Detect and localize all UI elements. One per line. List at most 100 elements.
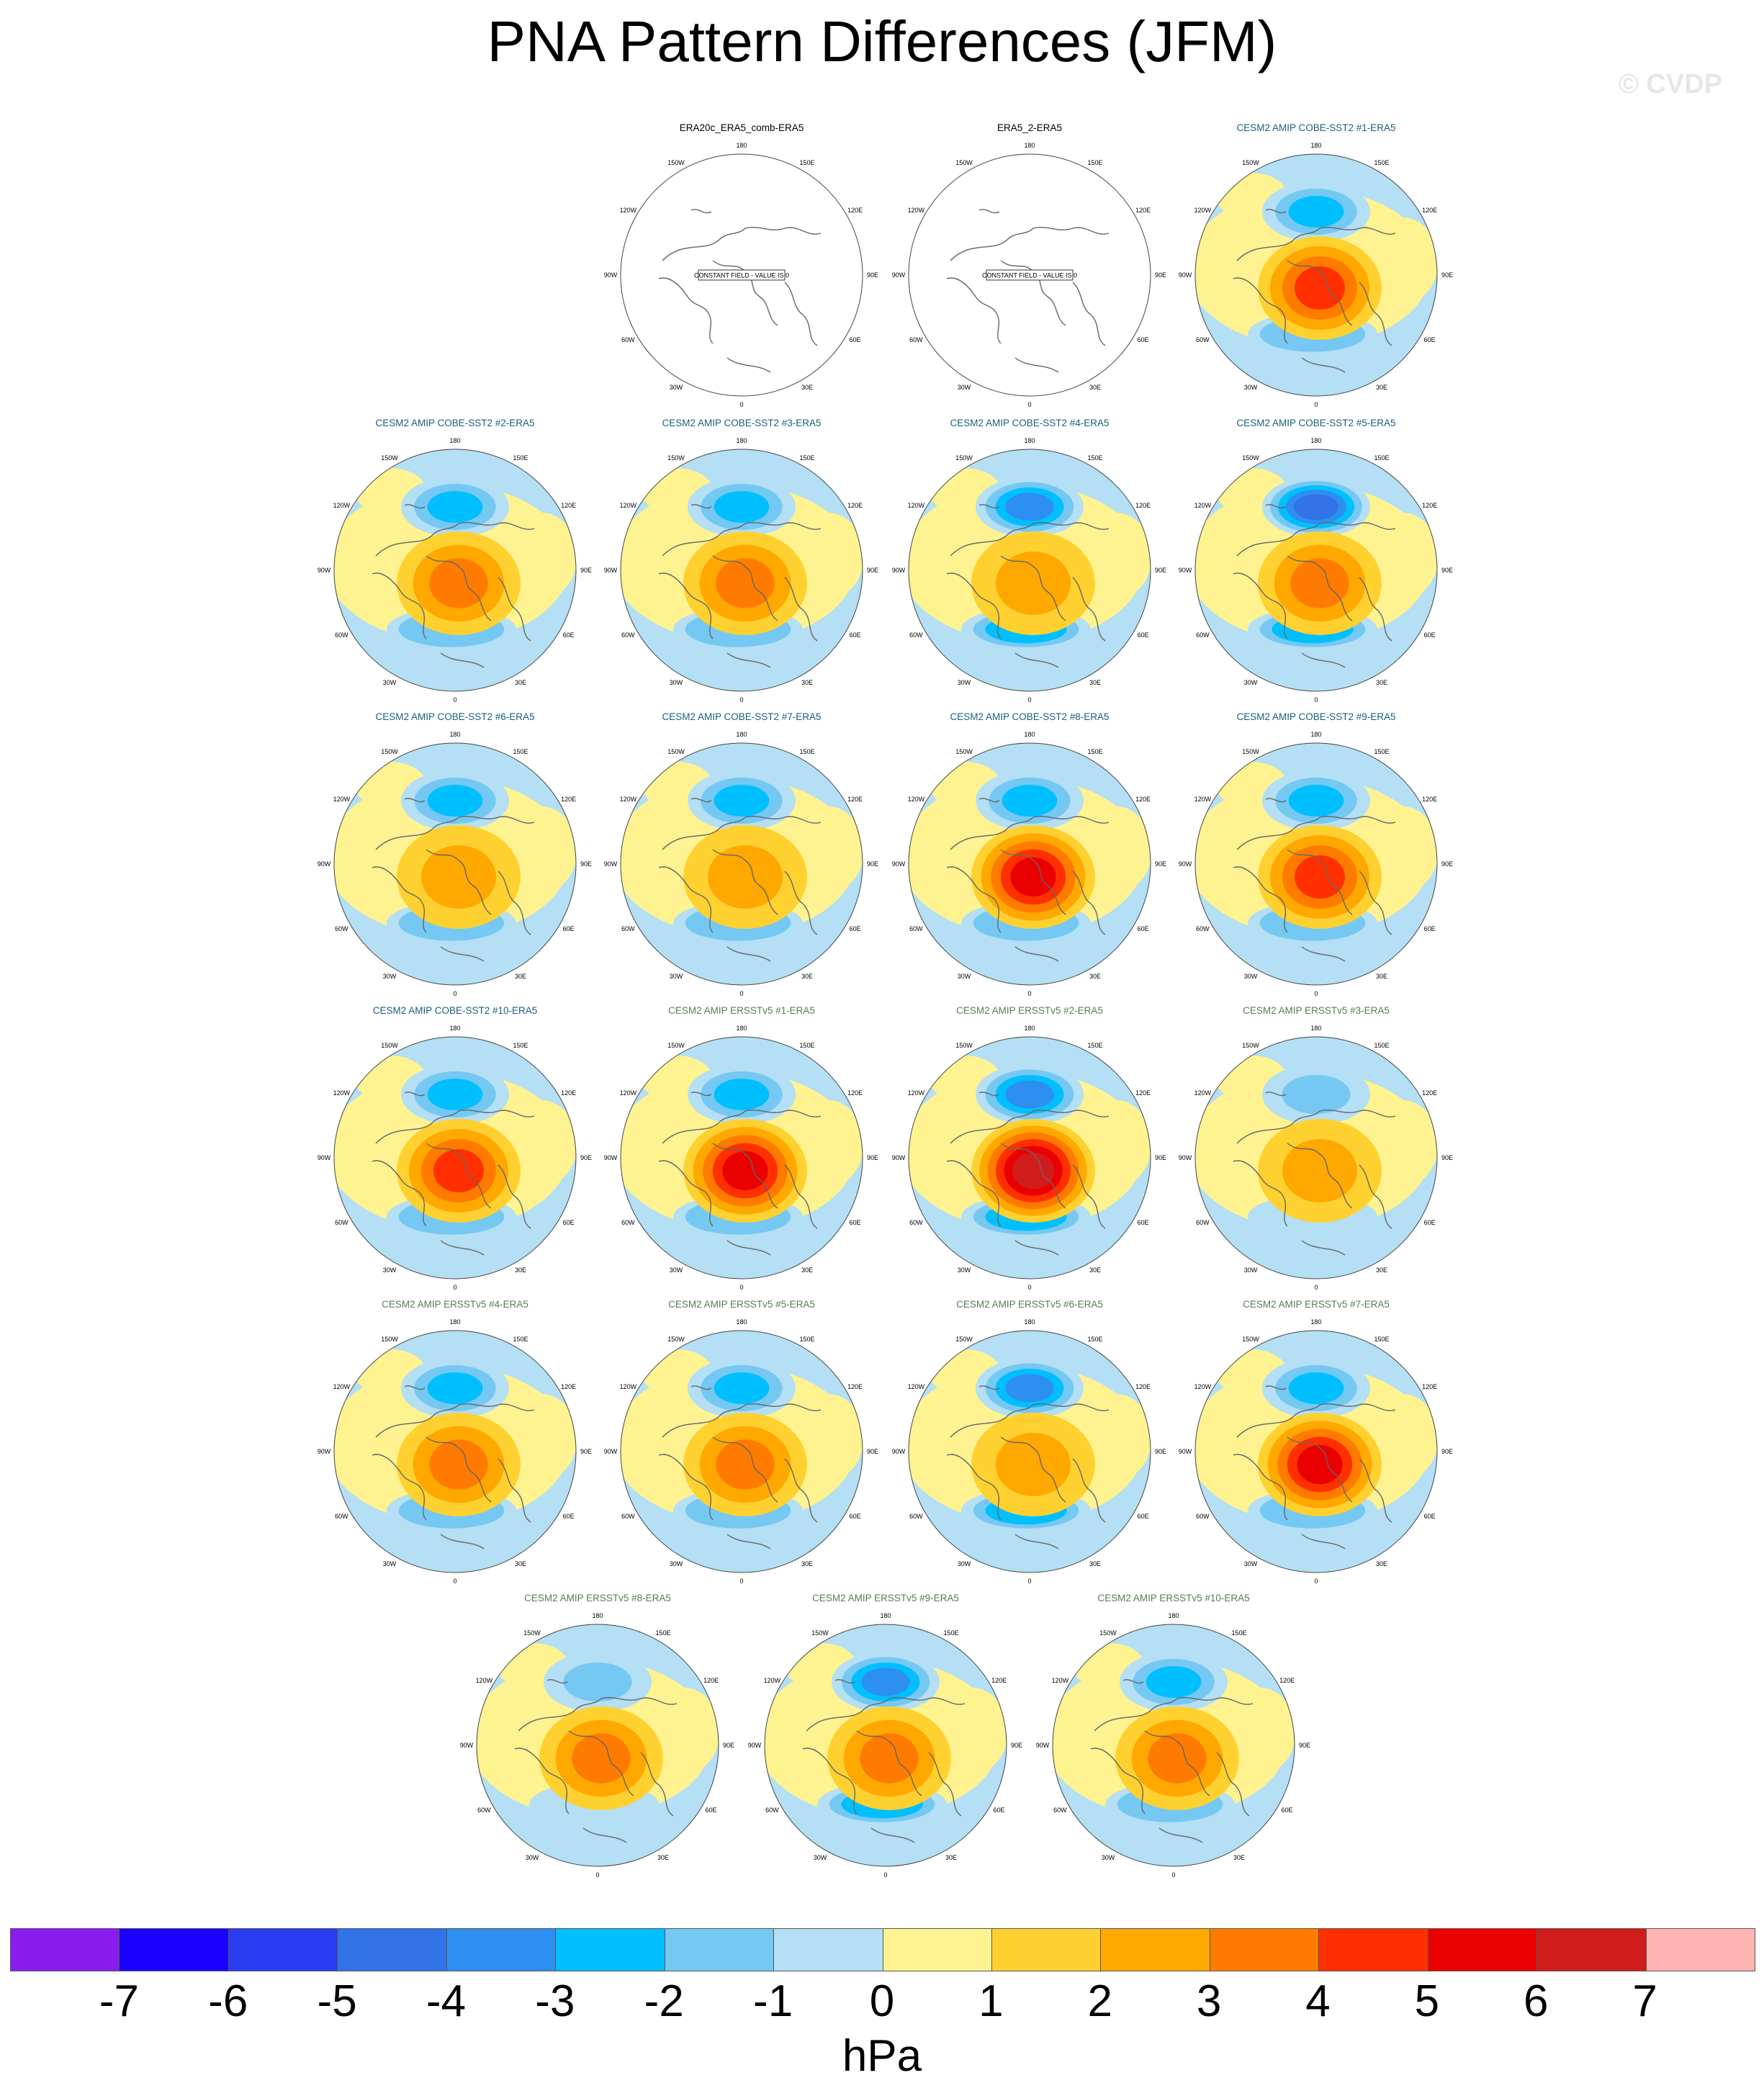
longitude-label: 60E — [1138, 631, 1149, 639]
longitude-label: 180 — [449, 731, 460, 738]
polar-map: 180 0 150W 150E 120W 120E 90W 90E 60W 60E 30W 30E — [604, 1318, 878, 1585]
panel-title: CESM2 AMIP ERSSTv5 #1-ERA5 — [668, 1005, 815, 1016]
panel-title: CESM2 AMIP ERSSTv5 #8-ERA5 — [524, 1593, 671, 1603]
longitude-label: 180 — [880, 1612, 891, 1619]
coastline — [1233, 209, 1396, 373]
longitude-label: 120W — [908, 1383, 925, 1390]
longitude-label: 30W — [526, 1854, 539, 1861]
longitude-label: 90E — [1155, 1154, 1166, 1161]
longitude-label: 120E — [1422, 1089, 1437, 1097]
longitude-label: 150E — [1231, 1629, 1246, 1637]
panel-title: CESM2 AMIP COBE-SST2 #7-ERA5 — [662, 711, 822, 722]
high-contour — [1012, 1152, 1055, 1189]
longitude-label: 180 — [1024, 437, 1035, 444]
longitude-label: 30E — [1376, 1560, 1387, 1567]
longitude-label: 150E — [1087, 454, 1102, 462]
colorbar-tick-label: 1 — [978, 1976, 1004, 2026]
high-contour — [708, 845, 783, 909]
coastline — [658, 1092, 822, 1256]
colorbar — [10, 1928, 1755, 1971]
longitude-label: 60W — [621, 925, 635, 932]
polar-map: 180 0 150W 150E 120W 120E 90W 90E 60W 60E 30W 30E — [318, 1025, 592, 1291]
panel-title: ERA20c_ERA5_comb-ERA5 — [679, 122, 804, 133]
longitude-label: 90E — [1441, 860, 1453, 868]
coastline — [1233, 1092, 1396, 1256]
longitude-label: 0 — [739, 401, 743, 408]
longitude-label: 60W — [477, 1807, 491, 1814]
longitude-label: 180 — [449, 1318, 460, 1326]
low-contour — [563, 1663, 632, 1701]
coastline — [946, 504, 1110, 668]
longitude-label: 30E — [1089, 384, 1101, 391]
longitude-label: 90E — [580, 567, 592, 574]
colorbar-units: hPa — [842, 2031, 922, 2081]
polar-map: 180 0 150W 150E 120W 120E 90W 90E 60W 60E 30W 30E — [892, 1025, 1166, 1291]
polar-map: 180 0 150W 150E 120W 120E 90W 90E 60W 60E 30W 30E — [604, 731, 878, 997]
longitude-label: 0 — [1314, 990, 1318, 997]
longitude-label: 30E — [945, 1854, 957, 1861]
longitude-label: 0 — [739, 990, 743, 997]
coastline — [946, 209, 1110, 373]
longitude-label: 60W — [621, 631, 635, 639]
low-contour — [861, 1668, 910, 1696]
longitude-label: 120W — [1194, 207, 1212, 214]
panel-title: CESM2 AMIP COBE-SST2 #4-ERA5 — [950, 418, 1110, 428]
longitude-label: 30W — [1244, 1267, 1258, 1274]
longitude-label: 60E — [1424, 1513, 1436, 1520]
constant-field-box — [986, 269, 1074, 281]
low-contour — [714, 491, 770, 523]
longitude-label: 0 — [883, 1871, 887, 1879]
longitude-label: 30E — [801, 384, 813, 391]
map-border — [908, 153, 1151, 397]
low-contour — [1288, 196, 1344, 228]
longitude-label: 60W — [1196, 1513, 1210, 1520]
colorbar-tick-label: -2 — [644, 1976, 684, 2026]
polar-map: 180 0 150W 150E 120W 120E 90W 90E 60W 60E 30W 30E — [1179, 437, 1453, 703]
longitude-label: 150E — [1087, 159, 1102, 166]
longitude-label: 30E — [515, 973, 526, 980]
longitude-label: 150E — [1374, 1336, 1389, 1343]
map-border — [620, 449, 863, 692]
map-panel: CESM2 AMIP ERSSTv5 #5-ERA5 180 0 150W 150E 12… — [598, 1299, 886, 1587]
longitude-label: 180 — [736, 142, 747, 149]
constant-field-box — [698, 269, 786, 281]
longitude-label: 180 — [1310, 142, 1321, 149]
longitude-label: 30W — [383, 1267, 397, 1274]
longitude-label: 60E — [850, 1513, 861, 1520]
longitude-label: 120W — [1052, 1677, 1069, 1684]
longitude-label: 90E — [580, 1154, 592, 1161]
longitude-label: 60E — [563, 1513, 575, 1520]
map-border — [333, 742, 577, 986]
high-contour — [572, 1733, 631, 1783]
longitude-label: 150W — [1099, 1629, 1117, 1637]
colorbar-swatch — [228, 1929, 338, 1971]
coastline — [802, 1679, 966, 1843]
low-contour — [1005, 1080, 1054, 1109]
longitude-label: 30E — [1089, 1267, 1101, 1274]
longitude-label: 150W — [1242, 454, 1259, 462]
longitude-label: 120W — [333, 1089, 351, 1097]
longitude-label: 30W — [958, 1560, 971, 1567]
longitude-label: 90W — [318, 860, 331, 868]
longitude-label: 120W — [620, 1383, 637, 1390]
colorbar-swatch — [1537, 1929, 1647, 1971]
longitude-label: 30W — [670, 1267, 683, 1274]
longitude-label: 150E — [943, 1629, 958, 1637]
longitude-label: 30E — [1233, 1854, 1245, 1861]
longitude-label: 150W — [811, 1629, 829, 1637]
longitude-label: 60W — [335, 1513, 348, 1520]
longitude-label: 120E — [847, 502, 863, 509]
longitude-label: 120W — [333, 502, 351, 509]
map-panel: CESM2 AMIP ERSSTv5 #10-ERA5 180 0 150W 150E 1… — [1030, 1593, 1318, 1881]
high-contour — [421, 845, 496, 909]
colorbar-swatch — [1428, 1929, 1538, 1971]
longitude-label: 120E — [991, 1677, 1007, 1684]
map-border — [908, 449, 1151, 692]
high-contour — [860, 1733, 919, 1783]
longitude-label: 90W — [748, 1742, 762, 1749]
longitude-label: 30W — [958, 1267, 971, 1274]
longitude-label: 30E — [515, 1267, 526, 1274]
low-contour — [427, 785, 483, 816]
high-contour — [1010, 857, 1056, 897]
longitude-label: 0 — [453, 1578, 456, 1585]
